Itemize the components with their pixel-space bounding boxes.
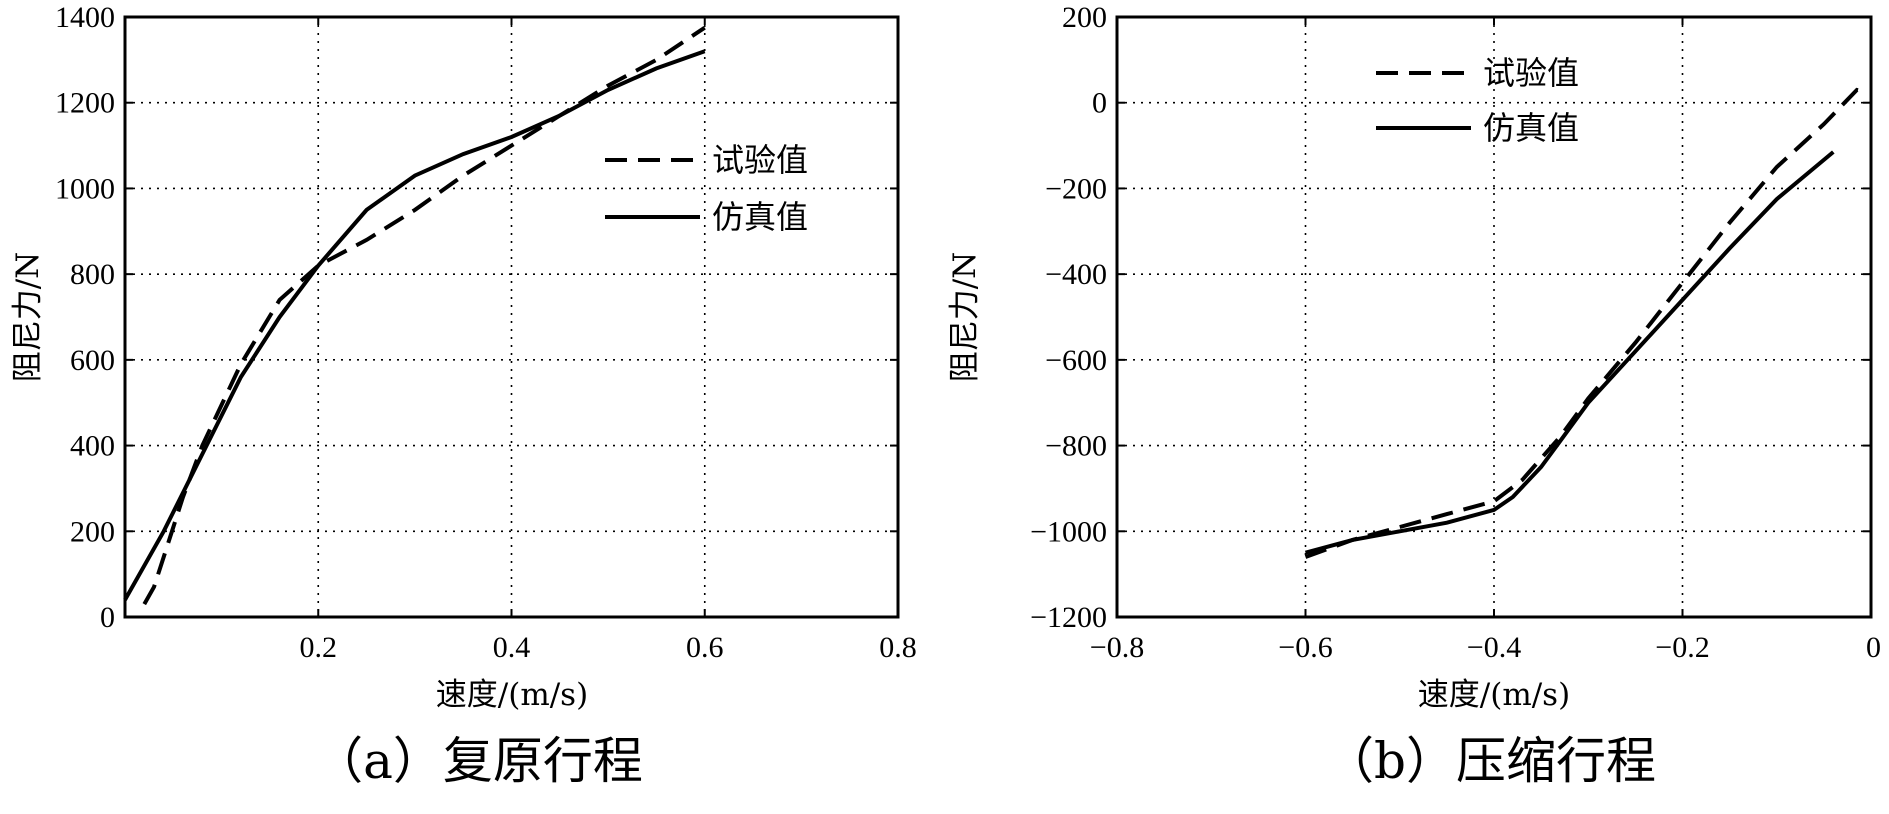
legend-entry-label: 试验值 xyxy=(712,141,808,179)
y-tick-label: 600 xyxy=(70,344,115,377)
y-tick-label: −1000 xyxy=(1030,515,1107,548)
x-tick-label: 0.2 xyxy=(300,631,338,664)
chart-panel-1: 0.2 0.4 0.6 0.8 0 200 400 600 800 1000 1200 1400 速度/… xyxy=(10,1,917,790)
legend-entry-label: 仿真值 xyxy=(1483,109,1579,147)
y-axis-label: 阻尼力/N xyxy=(947,252,983,383)
chart-panel-2: −0.8 −0.6 −0.4 −0.2 0 −1200 −1000 −800 −600 −400 −… xyxy=(947,1,1881,790)
series-line-simulation xyxy=(1304,150,1835,555)
panel-caption: （b）压缩行程 xyxy=(1324,732,1656,790)
x-axis-label: 速度/(m/s) xyxy=(1418,677,1570,713)
x-tick-label: −0.2 xyxy=(1655,631,1709,664)
y-tick-label: 0 xyxy=(1092,87,1107,120)
y-tick-label: 800 xyxy=(70,258,115,291)
y-tick-label: 1000 xyxy=(55,172,115,205)
y-tick-label: 1400 xyxy=(55,1,115,34)
y-tick-label: −600 xyxy=(1045,344,1107,377)
x-tick-label: 0 xyxy=(1866,631,1881,664)
x-tick-label: 0.8 xyxy=(879,631,917,664)
x-tick-label: 0.6 xyxy=(686,631,724,664)
series-line-experimental xyxy=(1304,87,1867,559)
y-tick-label: 200 xyxy=(1062,1,1107,34)
x-tick-label: −0.6 xyxy=(1278,631,1332,664)
y-axis-label: 阻尼力/N xyxy=(10,252,46,383)
y-tick-label: 0 xyxy=(100,601,115,634)
panel-caption: （a）复原行程 xyxy=(313,732,643,790)
legend-entry-label: 仿真值 xyxy=(712,198,808,236)
y-tick-label: 200 xyxy=(70,515,115,548)
y-tick-label: −1200 xyxy=(1030,601,1107,634)
series-line-simulation xyxy=(123,49,706,601)
x-tick-label: −0.8 xyxy=(1090,631,1144,664)
x-axis-label: 速度/(m/s) xyxy=(436,677,588,713)
y-tick-label: 400 xyxy=(70,430,115,463)
legend-entry-label: 试验值 xyxy=(1483,54,1579,92)
y-tick-label: 1200 xyxy=(55,87,115,120)
x-tick-label: −0.4 xyxy=(1467,631,1521,664)
y-tick-label: −200 xyxy=(1045,172,1107,205)
y-tick-label: −400 xyxy=(1045,258,1107,291)
x-tick-label: 0.4 xyxy=(493,631,531,664)
y-tick-label: −800 xyxy=(1045,430,1107,463)
series-line-experimental xyxy=(142,26,706,606)
